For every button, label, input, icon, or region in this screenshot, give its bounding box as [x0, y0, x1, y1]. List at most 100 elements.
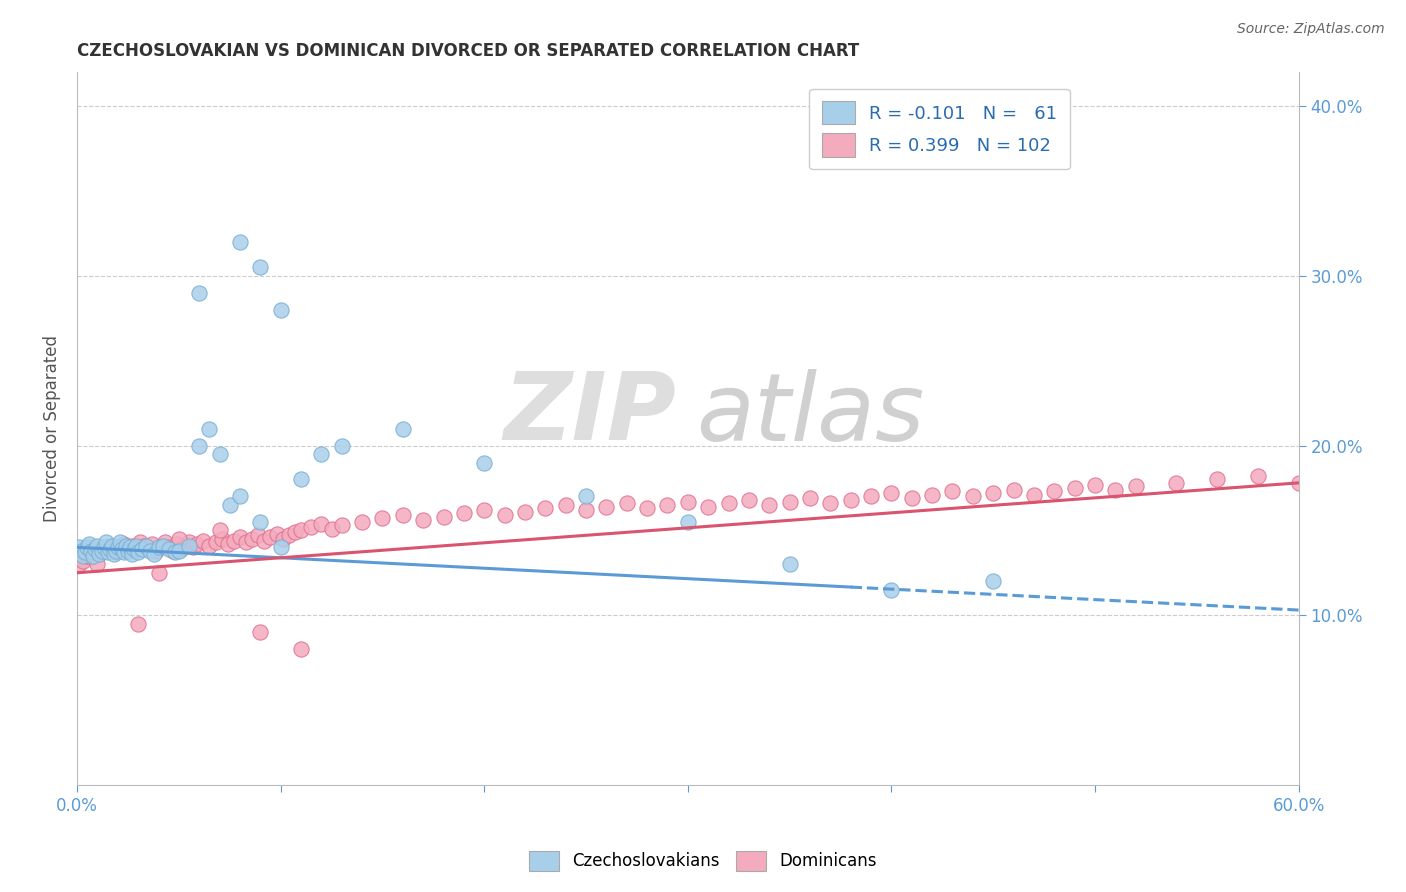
- Point: [676, 515, 699, 529]
- Point: [204, 535, 226, 549]
- Point: [941, 484, 963, 499]
- Point: [371, 511, 394, 525]
- Point: [86, 539, 108, 553]
- Point: [122, 541, 145, 556]
- Point: [222, 533, 245, 548]
- Point: [1002, 483, 1025, 497]
- Point: [290, 642, 312, 657]
- Point: [181, 541, 204, 555]
- Point: [115, 539, 138, 553]
- Point: [697, 500, 720, 514]
- Point: [392, 508, 415, 522]
- Point: [575, 503, 598, 517]
- Point: [80, 550, 103, 565]
- Point: [145, 543, 167, 558]
- Point: [1247, 469, 1270, 483]
- Point: [198, 539, 221, 553]
- Point: [860, 490, 883, 504]
- Point: [229, 490, 252, 504]
- Point: [163, 545, 186, 559]
- Point: [218, 498, 240, 512]
- Point: [513, 505, 536, 519]
- Point: [211, 532, 233, 546]
- Point: [112, 545, 135, 559]
- Point: [90, 543, 112, 558]
- Point: [104, 545, 127, 559]
- Point: [1206, 473, 1229, 487]
- Point: [330, 518, 353, 533]
- Point: [76, 549, 98, 563]
- Point: [135, 539, 157, 553]
- Point: [162, 543, 184, 558]
- Point: [412, 513, 434, 527]
- Point: [84, 541, 107, 556]
- Point: [177, 535, 200, 549]
- Point: [153, 535, 176, 549]
- Point: [758, 498, 780, 512]
- Point: [217, 537, 239, 551]
- Point: [67, 541, 90, 555]
- Text: CZECHOSLOVAKIAN VS DOMINICAN DIVORCED OR SEPARATED CORRELATION CHART: CZECHOSLOVAKIAN VS DOMINICAN DIVORCED OR…: [77, 42, 859, 60]
- Point: [271, 532, 294, 546]
- Point: [247, 528, 270, 542]
- Point: [962, 490, 984, 504]
- Point: [93, 543, 115, 558]
- Point: [82, 549, 104, 563]
- Point: [981, 486, 1004, 500]
- Point: [270, 541, 292, 555]
- Point: [208, 447, 231, 461]
- Point: [259, 530, 281, 544]
- Legend: R = -0.101   N =   61, R = 0.399   N = 102: R = -0.101 N = 61, R = 0.399 N = 102: [810, 88, 1070, 169]
- Point: [79, 537, 101, 551]
- Point: [1084, 477, 1107, 491]
- Point: [72, 554, 94, 568]
- Point: [97, 541, 120, 555]
- Point: [779, 494, 801, 508]
- Point: [270, 302, 292, 317]
- Point: [107, 541, 129, 555]
- Point: [72, 549, 94, 563]
- Point: [253, 533, 276, 548]
- Point: [900, 491, 922, 505]
- Point: [67, 558, 90, 572]
- Point: [188, 438, 211, 452]
- Point: [127, 545, 149, 559]
- Point: [432, 509, 454, 524]
- Point: [311, 447, 333, 461]
- Point: [75, 545, 97, 559]
- Point: [118, 541, 141, 555]
- Point: [80, 543, 103, 558]
- Point: [138, 541, 160, 555]
- Point: [779, 558, 801, 572]
- Point: [148, 541, 170, 555]
- Point: [453, 507, 475, 521]
- Point: [235, 535, 257, 549]
- Text: ZIP: ZIP: [503, 368, 676, 460]
- Point: [595, 500, 617, 514]
- Point: [148, 566, 170, 580]
- Point: [1104, 483, 1126, 497]
- Point: [125, 541, 148, 556]
- Legend: Czechoslovakians, Dominicans: Czechoslovakians, Dominicans: [520, 842, 886, 880]
- Point: [1022, 488, 1045, 502]
- Point: [121, 539, 143, 553]
- Point: [157, 541, 180, 555]
- Point: [125, 539, 148, 553]
- Point: [103, 547, 125, 561]
- Point: [392, 421, 415, 435]
- Point: [290, 473, 312, 487]
- Point: [100, 539, 122, 553]
- Point: [717, 496, 740, 510]
- Point: [98, 541, 121, 556]
- Point: [149, 539, 172, 553]
- Point: [820, 496, 842, 510]
- Point: [188, 285, 211, 300]
- Point: [129, 535, 152, 549]
- Point: [94, 535, 117, 549]
- Point: [330, 438, 353, 452]
- Point: [249, 260, 271, 275]
- Point: [1166, 475, 1188, 490]
- Point: [97, 545, 120, 559]
- Point: [299, 520, 322, 534]
- Point: [921, 488, 943, 502]
